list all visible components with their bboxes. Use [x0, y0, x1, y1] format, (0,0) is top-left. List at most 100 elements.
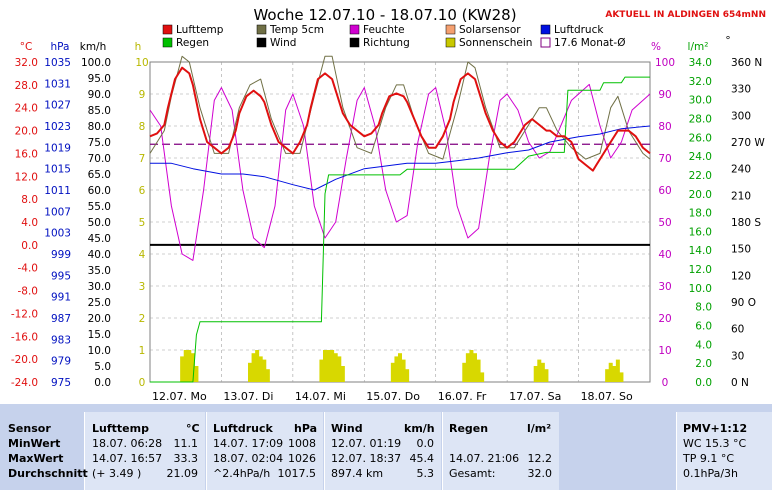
- pressure-tick-label: 1015: [44, 164, 71, 176]
- wind-tick-label: 10.0: [88, 345, 111, 357]
- stats-max-label: MaxWert: [8, 452, 64, 465]
- pressure-tick-label: 1003: [44, 228, 71, 240]
- day-label: 14.07. Mi: [295, 390, 346, 403]
- chart-title: Woche 12.07.10 - 18.07.10 (KW28): [253, 6, 516, 24]
- temp-tick-label: -20.0: [11, 354, 38, 366]
- stats-rain-max-time: 14.07. 21:06: [449, 452, 520, 465]
- legend-label: Solarsensor: [459, 24, 521, 36]
- wind-tick-label: 80.0: [88, 121, 111, 133]
- sun-tick-label: 1: [139, 345, 146, 357]
- temp-tick-label: 0.0: [21, 240, 38, 252]
- temp-tick-label: 4.0: [21, 217, 38, 229]
- sunshine-bar: [619, 372, 624, 382]
- temp-tick-label: -8.0: [18, 286, 39, 298]
- stats-temp-unit: °C: [186, 422, 200, 435]
- sun-tick-label: 3: [139, 281, 146, 293]
- sunshine-bar: [258, 356, 263, 382]
- rain-tick-label: 20.0: [689, 189, 712, 201]
- legend-label: Wind: [270, 37, 296, 49]
- sunshine-bar: [194, 366, 199, 382]
- rain-tick-label: 10.0: [689, 283, 712, 295]
- sun-tick-label: 6: [139, 185, 146, 197]
- sunshine-bar: [540, 362, 545, 382]
- stats-wind-header: Wind: [331, 422, 363, 435]
- pressure-tick-label: 1035: [44, 57, 71, 69]
- direction-tick-label: 300: [731, 110, 751, 122]
- sunshine-bar: [398, 353, 402, 382]
- sun-tick-label: 9: [139, 89, 146, 101]
- direction-tick-label: 90 O: [731, 297, 756, 309]
- rain-tick-label: 22.0: [689, 170, 712, 182]
- sunshine-bar: [537, 359, 542, 382]
- legend-swatch: [256, 37, 267, 48]
- day-label: 12.07. Mo: [152, 390, 207, 403]
- pressure-tick-label: 1011: [44, 185, 71, 197]
- sunshine-bar: [544, 369, 549, 382]
- stats-wind-distance: 897.4 km: [331, 467, 384, 480]
- direction-tick-label: 150: [731, 244, 751, 256]
- day-label: 18.07. So: [581, 390, 633, 403]
- pressure-tick-label: 995: [51, 270, 71, 282]
- rain-axis-unit: l/m²: [688, 41, 709, 53]
- temp-tick-label: 16.0: [15, 148, 38, 160]
- legend-swatch: [445, 37, 456, 48]
- legend-label: Feuchte: [363, 24, 405, 36]
- sunshine-bar: [469, 350, 474, 382]
- day-label: 15.07. Do: [366, 390, 420, 403]
- stats-sensor-header: Sensor: [8, 422, 51, 435]
- series-line-luftdruck: [150, 125, 651, 191]
- temp-tick-label: 24.0: [15, 103, 38, 115]
- wind-tick-label: 5.0: [94, 361, 111, 373]
- temp-tick-label: 8.0: [21, 194, 38, 206]
- stats-col-wind: [324, 412, 441, 490]
- stats-pmv-header: PMV+1:12: [683, 422, 748, 435]
- rain-tick-label: 4.0: [695, 339, 712, 351]
- sunshine-bar: [465, 353, 470, 382]
- stats-rain-total-value: 32.0: [527, 467, 553, 480]
- pressure-tick-label: 975: [51, 377, 71, 389]
- sunshine-bar: [394, 356, 399, 382]
- sunshine-bar: [330, 350, 335, 382]
- stats-pressure-max-time: 18.07. 02:04: [213, 452, 284, 465]
- legend-label: Luftdruck: [554, 24, 604, 36]
- sunshine-bar: [251, 353, 256, 382]
- rain-tick-label: 30.0: [689, 95, 712, 107]
- stats-pressure-max-value: 1026: [288, 452, 316, 465]
- stats-pressure-tendency: 0.1hPa/3h: [683, 467, 739, 480]
- pressure-tick-label: 979: [51, 356, 71, 368]
- wind-tick-label: 30.0: [88, 281, 111, 293]
- rain-tick-label: 0.0: [695, 377, 712, 389]
- legend-swatch: [349, 24, 360, 35]
- direction-tick-label: 330: [731, 84, 751, 96]
- stats-rain-unit: l/m²: [527, 422, 552, 435]
- temp-tick-label: 32.0: [15, 57, 38, 69]
- stats-rain-header: Regen: [449, 422, 489, 435]
- rain-tick-label: 14.0: [689, 245, 712, 257]
- humidity-axis-unit: %: [651, 41, 661, 53]
- wind-tick-label: 15.0: [88, 329, 111, 341]
- sunshine-bar: [462, 362, 467, 382]
- humidity-tick-label: 10: [658, 345, 671, 357]
- pressure-tick-label: 991: [51, 292, 71, 304]
- sunshine-bar: [615, 359, 620, 382]
- axis-units: °C hPa km/h h% l/m² °: [20, 35, 731, 53]
- direction-tick-label: 210: [731, 190, 751, 202]
- legend-label: Sonnenschein: [459, 37, 532, 49]
- stats-col-pressure: [206, 412, 323, 490]
- rain-tick-label: 28.0: [689, 113, 712, 125]
- wind-tick-label: 25.0: [88, 297, 111, 309]
- legend-label: Temp 5cm: [269, 24, 324, 36]
- legend-swatch: [256, 24, 267, 35]
- stats-pressure-min-value: 1008: [288, 437, 316, 450]
- sunshine-bar: [190, 353, 195, 382]
- stats-col-pmv: [676, 412, 772, 490]
- sunshine-bar: [265, 369, 270, 382]
- pressure-tick-label: 1027: [44, 100, 71, 112]
- stats-col-temp: [84, 412, 205, 490]
- stats-temp-min-time: 18.07. 06:28: [92, 437, 163, 450]
- humidity-tick-label: 100: [655, 57, 675, 69]
- direction-axis-unit: °: [725, 35, 730, 47]
- temp-tick-label: -16.0: [11, 331, 38, 343]
- sunshine-bar: [473, 353, 477, 382]
- wind-tick-label: 35.0: [88, 265, 111, 277]
